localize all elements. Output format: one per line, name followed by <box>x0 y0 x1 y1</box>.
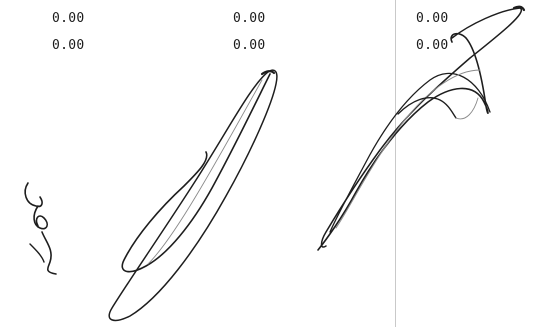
right-stroke-cap <box>512 5 526 12</box>
right-stroke-b <box>317 32 489 251</box>
middle-ellipse-cap <box>260 70 276 76</box>
middle-ellipse-outer <box>108 69 278 322</box>
right-stroke-a <box>320 7 523 248</box>
glyph-stroke-hook <box>24 182 43 208</box>
middle-readout-top: 0.00 <box>233 11 266 26</box>
right-readout-bottom: 0.00 <box>416 38 449 53</box>
left-glyph-strokes <box>24 182 57 275</box>
right-readout-top: 0.00 <box>416 11 449 26</box>
left-readout-bottom: 0.00 <box>52 38 85 53</box>
left-readout-top: 0.00 <box>52 11 85 26</box>
glyph-stroke-tail <box>41 231 57 275</box>
right-stroke-e <box>397 96 457 119</box>
right-stroke-c <box>329 72 491 233</box>
glyph-stroke-loop <box>33 205 49 230</box>
right-tangle-strokes <box>317 5 526 251</box>
right-stroke-d <box>335 69 481 229</box>
middle-ellipse-strokes <box>108 69 278 322</box>
middle-ellipse-faint <box>147 79 263 265</box>
right-stroke-f <box>455 97 479 120</box>
middle-readout-bottom: 0.00 <box>233 38 266 53</box>
panel-divider <box>395 0 396 327</box>
middle-ellipse-inner <box>121 73 271 273</box>
glyph-stroke-tick <box>29 243 45 263</box>
